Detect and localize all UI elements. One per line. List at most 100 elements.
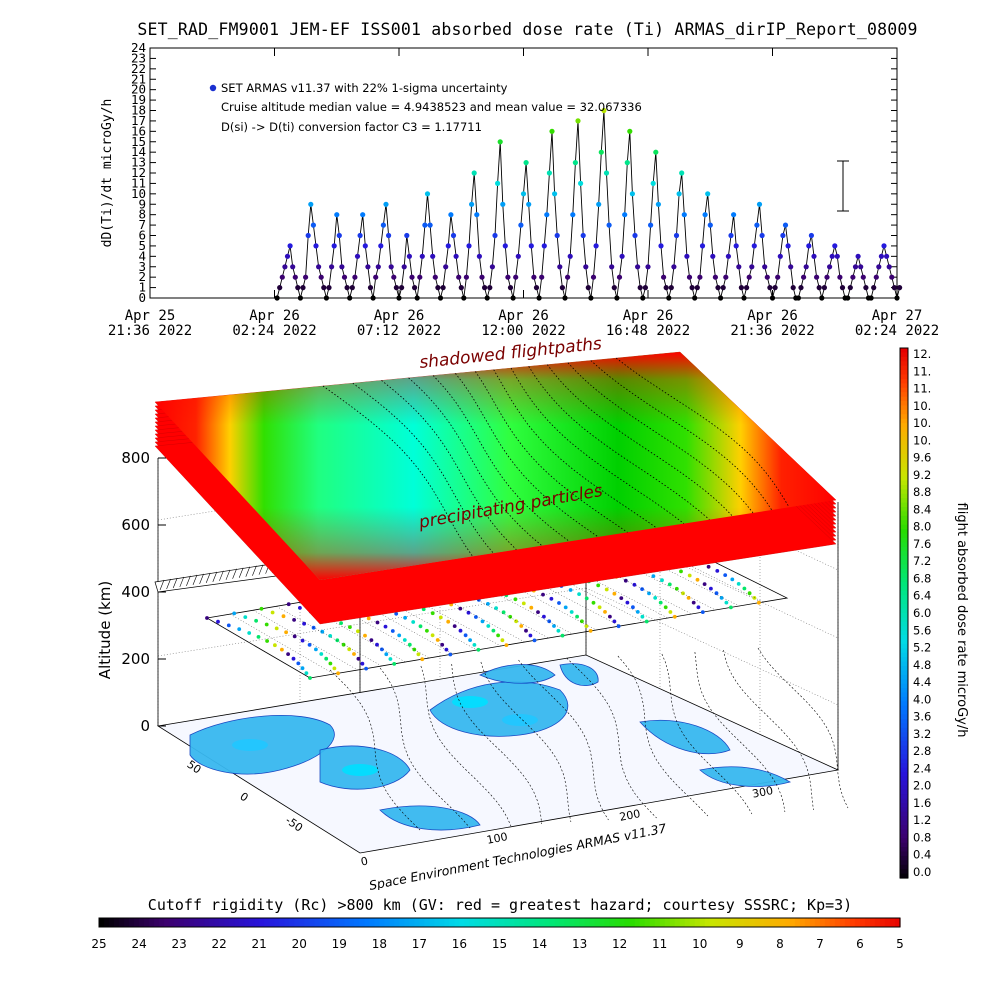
data-point (310, 222, 316, 228)
cutoff-colorbar-band (614, 918, 621, 927)
data-point (349, 285, 355, 291)
ribbon-point (563, 605, 568, 610)
cutoff-colorbar-band (609, 918, 616, 927)
ribbon-left-tick (219, 570, 224, 581)
cutoff-colorbar-band (599, 918, 606, 927)
dose-colorbar-tick-label: 2.4 (913, 761, 931, 775)
altitude-tick-label: 600 (121, 516, 150, 534)
ribbon-left-tick (225, 569, 231, 580)
dose-colorbar-band (900, 582, 908, 588)
y-tick-label: 23 (131, 50, 146, 65)
cutoff-colorbar-band (169, 918, 175, 927)
data-point (679, 170, 685, 176)
cutoff-colorbar-band (444, 918, 451, 927)
ribbon-point (691, 600, 696, 605)
dose-colorbar-band (900, 476, 908, 482)
data-point (321, 285, 327, 291)
cutoff-colorbar-band (124, 918, 130, 927)
land-mass (639, 719, 731, 755)
dose-colorbar-band (900, 489, 908, 495)
data-point (440, 285, 446, 291)
x-tick-date: Apr 25 (125, 308, 176, 324)
cutoff-colorbar-band (289, 918, 295, 927)
ribbon-left-tick (172, 577, 178, 589)
data-point (292, 274, 298, 280)
data-point (603, 170, 610, 176)
ribbon-point (375, 642, 379, 647)
cutoff-colorbar-band (784, 918, 791, 927)
y-tick-label: 6 (138, 228, 146, 243)
dose-colorbar-tick-label: 8.8 (913, 485, 931, 499)
ribbon-point (364, 666, 368, 671)
x-tick-time: 16:48 2022 (606, 323, 690, 339)
dose-colorbar-band (900, 851, 908, 857)
data-point (456, 274, 462, 280)
ribbon-point (640, 614, 645, 619)
ribbon-point (687, 573, 692, 578)
ribbon-point (715, 569, 720, 573)
dose-colorbar-tick-label: 5.6 (913, 623, 931, 637)
cutoff-colorbar-band (194, 918, 200, 927)
data-point (803, 264, 809, 270)
ribbon-point (466, 610, 471, 615)
data-point (681, 212, 687, 218)
cutoff-colorbar-band (339, 918, 345, 927)
dose-colorbar-band (900, 807, 908, 813)
data-point (686, 274, 693, 280)
dose-colorbar-band (900, 613, 908, 619)
annotation-line-1: SET ARMAS v11.37 with 22% 1-sigma uncert… (221, 81, 508, 95)
ribbon-point (747, 591, 752, 596)
cutoff-colorbar-band (799, 918, 806, 927)
ribbon-point (380, 647, 384, 652)
x-tick-time: 21:36 2022 (108, 323, 192, 339)
data-point (718, 295, 724, 301)
dose-colorbar-band (900, 507, 908, 513)
land-patch (502, 714, 538, 726)
data-point (497, 139, 503, 145)
cutoff-colorbar-band (414, 918, 420, 927)
cutoff-colorbar-band (524, 918, 531, 927)
ribbon-point (264, 622, 269, 627)
dose-colorbar-band (900, 754, 908, 760)
cutoff-colorbar-tick-label: 14 (532, 937, 547, 951)
dose-colorbar-band (900, 502, 908, 508)
ribbon-point (256, 635, 261, 639)
cutoff-colorbar-band (189, 918, 195, 927)
data-point (627, 128, 633, 134)
dose-colorbar-band (900, 462, 908, 468)
dose-colorbar-band (900, 524, 908, 530)
cutoff-colorbar-band (334, 918, 340, 927)
ribbon-point (494, 606, 498, 610)
data-point (583, 264, 589, 270)
data-point (554, 232, 560, 239)
cutoff-colorbar-tick-label: 25 (91, 937, 106, 951)
ribbon-point (232, 611, 237, 616)
data-point (873, 274, 879, 280)
cutoff-colorbar-band (399, 918, 405, 927)
floor-track (451, 663, 542, 825)
data-point (878, 253, 885, 259)
data-point (712, 274, 719, 280)
cutoff-colorbar-tick-label: 9 (736, 937, 744, 951)
land-mass (699, 766, 792, 787)
y-tick-label: 21 (131, 71, 146, 86)
dose-colorbar-band (900, 802, 908, 808)
ribbon-left-tick (205, 572, 211, 583)
ribbon-point (663, 605, 668, 610)
cutoff-colorbar-band (559, 918, 566, 927)
dose-colorbar-band (900, 736, 908, 742)
data-point (661, 274, 667, 280)
dose-colorbar-band (900, 692, 908, 698)
dose-colorbar-band (900, 604, 908, 610)
dose-colorbar-band (900, 414, 908, 420)
ribbon-point (536, 610, 540, 614)
data-point (466, 243, 472, 249)
cutoff-colorbar-band (294, 918, 300, 927)
land-patch (452, 696, 488, 708)
data-point (777, 253, 783, 259)
data-point (876, 264, 882, 270)
ribbon-point (653, 596, 658, 600)
data-point (731, 212, 737, 218)
